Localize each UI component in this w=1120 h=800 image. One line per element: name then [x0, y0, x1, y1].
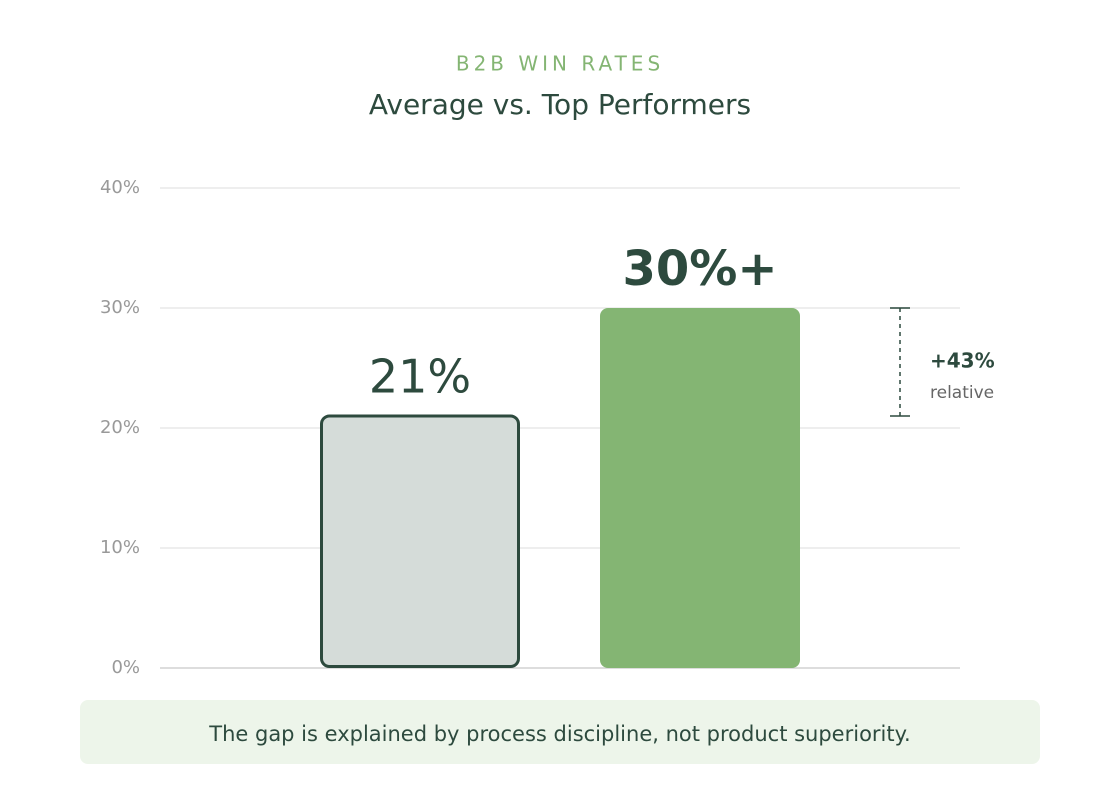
y-tick-label: 10%	[100, 537, 140, 558]
bar	[320, 414, 520, 668]
annotation-label: +43%	[930, 349, 995, 373]
footnote: The gap is explained by process discipli…	[208, 722, 910, 746]
footnote-box	[80, 700, 1040, 764]
chart-subtitle: B2B WIN RATES	[456, 52, 664, 76]
y-tick-label: 20%	[100, 417, 140, 438]
y-tick-label: 30%	[100, 297, 140, 318]
bar	[600, 308, 800, 668]
annotation-note: relative	[930, 383, 994, 403]
chart-title: Average vs. Top Performers	[369, 88, 751, 121]
y-tick-label: 40%	[100, 177, 140, 198]
value-label: 21%	[369, 350, 471, 404]
y-tick-label: 0%	[111, 657, 140, 678]
value-label: 30%+	[622, 241, 777, 297]
